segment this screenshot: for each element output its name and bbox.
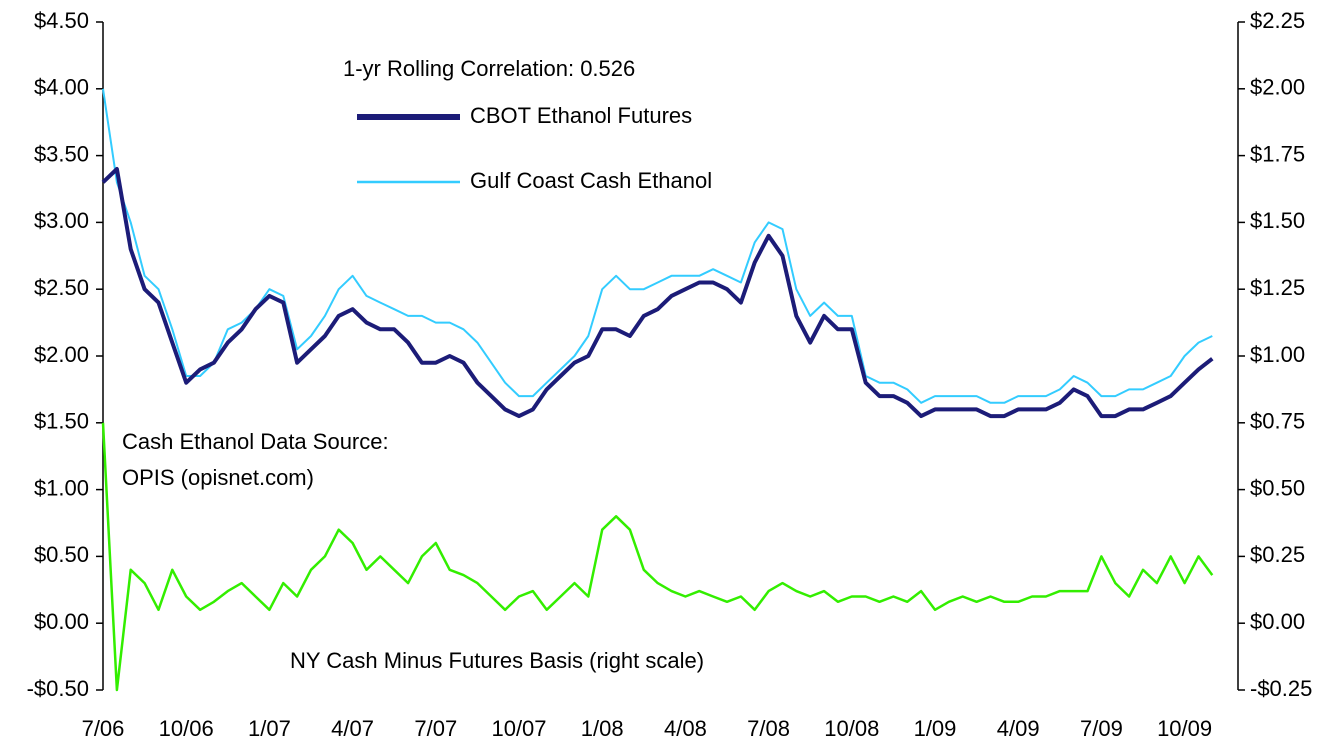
series-line: [101, 422, 1214, 692]
x-tick-label: 4/08: [664, 716, 707, 741]
x-tick-label: 10/08: [824, 716, 879, 741]
y2-tick-label: $1.50: [1250, 208, 1305, 233]
y2-tick-label: -$0.25: [1250, 676, 1312, 701]
y-tick-label: $1.50: [34, 409, 89, 434]
x-tick-label: 1/07: [248, 716, 291, 741]
x-tick-label: 1/09: [914, 716, 957, 741]
x-tick-label: 10/09: [1157, 716, 1212, 741]
y-tick-label: $3.00: [34, 208, 89, 233]
series-line: [102, 88, 1213, 404]
x-tick-label: 7/06: [82, 716, 125, 741]
annotation: 1-yr Rolling Correlation: 0.526: [343, 56, 635, 81]
y-tick-label: $2.50: [34, 275, 89, 300]
x-tick-label: 1/08: [581, 716, 624, 741]
legend-label: Gulf Coast Cash Ethanol: [470, 168, 712, 193]
x-tick-label: 4/07: [331, 716, 374, 741]
y2-tick-label: $2.00: [1250, 75, 1305, 100]
x-tick-label: 7/07: [414, 716, 457, 741]
series-line: [101, 167, 1214, 419]
y2-tick-label: $1.00: [1250, 342, 1305, 367]
y-tick-label: $0.50: [34, 542, 89, 567]
y2-tick-label: $0.25: [1250, 542, 1305, 567]
y-tick-label: $4.00: [34, 75, 89, 100]
y2-tick-label: $1.75: [1250, 141, 1305, 166]
x-tick-label: 4/09: [997, 716, 1040, 741]
y-tick-label: $0.00: [34, 609, 89, 634]
y-tick-label: $3.50: [34, 141, 89, 166]
x-tick-label: 7/08: [747, 716, 790, 741]
y2-tick-label: $2.25: [1250, 8, 1305, 33]
annotation: OPIS (opisnet.com): [122, 465, 314, 490]
y2-tick-label: $0.00: [1250, 609, 1305, 634]
annotation: Cash Ethanol Data Source:: [122, 429, 389, 454]
y2-tick-label: $0.50: [1250, 475, 1305, 500]
y-tick-label: $2.00: [34, 342, 89, 367]
legend-label: CBOT Ethanol Futures: [470, 103, 692, 128]
y-tick-label: $1.00: [34, 475, 89, 500]
y2-tick-label: $0.75: [1250, 409, 1305, 434]
y2-tick-label: $1.25: [1250, 275, 1305, 300]
x-tick-label: 10/07: [491, 716, 546, 741]
y-tick-label: -$0.50: [27, 676, 89, 701]
x-tick-label: 7/09: [1080, 716, 1123, 741]
y-tick-label: $4.50: [34, 8, 89, 33]
x-tick-label: 10/06: [159, 716, 214, 741]
series-label: NY Cash Minus Futures Basis (right scale…: [290, 648, 704, 673]
